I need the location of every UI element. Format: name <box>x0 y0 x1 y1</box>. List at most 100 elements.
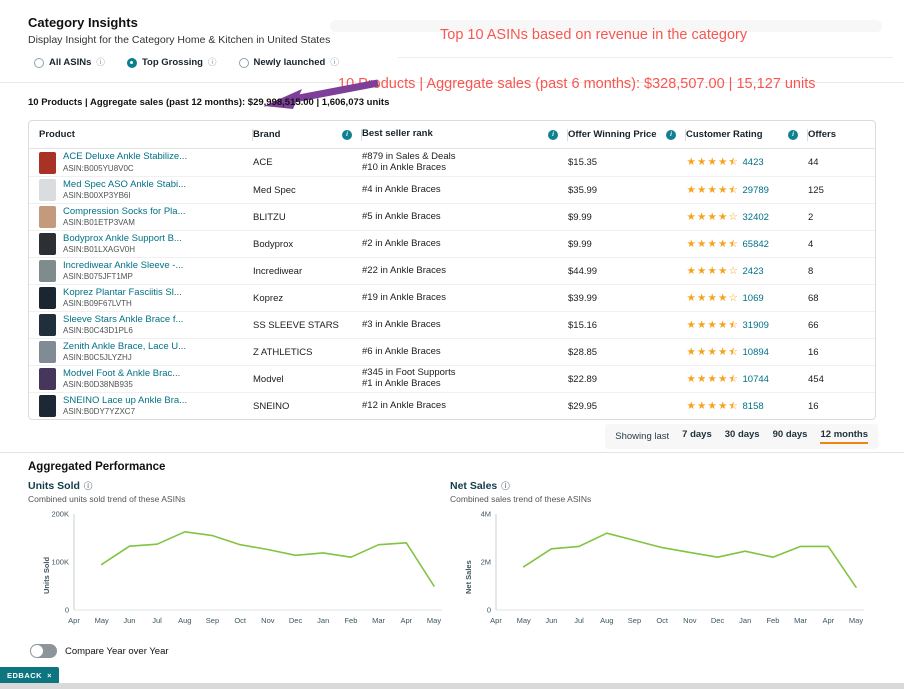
svg-text:Apr: Apr <box>822 616 834 625</box>
rating-count-link[interactable]: 32402 <box>742 211 769 223</box>
close-icon[interactable]: × <box>47 671 52 680</box>
table-row[interactable]: Sleeve Stars Ankle Brace f... ASIN:B0C43D… <box>29 311 875 338</box>
info-icon[interactable]: i <box>666 129 676 140</box>
offers-cell: 16 <box>808 346 819 358</box>
table-row[interactable]: SNEINO Lace up Ankle Bra... ASIN:B0DY7YZX… <box>29 392 875 419</box>
brand-cell: Modvel <box>253 373 284 385</box>
product-cell: SNEINO Lace up Ankle Bra... ASIN:B0DY7YZX… <box>29 395 253 417</box>
table-row[interactable]: Compression Socks for Pla... ASIN:B01ETP3… <box>29 203 875 230</box>
rating-count-link[interactable]: 65842 <box>742 238 769 250</box>
time-option-30-days[interactable]: 30 days <box>724 429 760 440</box>
rank-cell: #19 in Ankle Braces <box>362 292 568 304</box>
product-cell: Sleeve Stars Ankle Brace f... ASIN:B0C43D… <box>29 314 253 336</box>
info-icon[interactable]: ⓘ <box>501 480 510 491</box>
time-option-12-months[interactable]: 12 months <box>820 429 868 444</box>
brand-cell: BLITZU <box>253 211 286 223</box>
product-cell: Koprez Plantar Fasciitis Sl... ASIN:B09F6… <box>29 287 253 309</box>
product-asin: ASIN:B075JFT1MP <box>63 272 133 282</box>
time-range-options: 7 days 30 days 90 days 12 months <box>682 429 868 444</box>
radio-icon[interactable] <box>126 57 137 68</box>
column-header-offers[interactable]: Offers <box>808 121 875 148</box>
feedback-button[interactable]: EDBACK × <box>0 667 59 684</box>
product-thumbnail <box>39 341 56 363</box>
table-row[interactable]: Med Spec ASO Ankle Stabi... ASIN:B00XP3YB… <box>29 176 875 203</box>
filter-option-newly-launched[interactable]: Newly launched ⓘ <box>238 57 339 68</box>
rank-line: #1 in Ankle Braces <box>362 378 441 389</box>
table-row[interactable]: Zenith Ankle Brace, Lace U... ASIN:B0C5JL… <box>29 338 875 365</box>
product-link[interactable]: Koprez Plantar Fasciitis Sl... <box>63 287 182 298</box>
product-link[interactable]: Compression Socks for Pla... <box>63 206 186 217</box>
rating-count-link[interactable]: 29789 <box>742 184 769 196</box>
column-header-product[interactable]: Product <box>29 121 253 148</box>
radio-option-label: Top Grossing <box>141 57 203 68</box>
filter-option-all-asins[interactable]: All ASINs ⓘ <box>34 57 105 68</box>
column-header-brand[interactable]: Brand i <box>253 121 362 148</box>
rating-count-link[interactable]: 10744 <box>742 373 769 385</box>
table-row[interactable]: Incrediwear Ankle Sleeve -... ASIN:B075JF… <box>29 257 875 284</box>
rank-cell: #6 in Ankle Braces <box>362 346 568 358</box>
product-link[interactable]: Bodyprox Ankle Support B... <box>63 233 182 244</box>
product-thumbnail <box>39 206 56 228</box>
divider <box>0 82 904 83</box>
radio-icon[interactable] <box>34 57 44 68</box>
rating-count-link[interactable]: 10894 <box>742 346 769 358</box>
brand-cell: Koprez <box>253 292 284 304</box>
svg-text:Jun: Jun <box>123 616 135 625</box>
product-link[interactable]: Zenith Ankle Brace, Lace U... <box>63 341 187 352</box>
rating-cell: ★ ★ ★ ★ ☆ ★ 31909 <box>686 320 808 331</box>
product-asin: ASIN:B0C43D1PL6 <box>63 326 133 336</box>
annotation-top: Top 10 ASINs based on revenue in the cat… <box>440 27 748 43</box>
info-icon[interactable]: ⓘ <box>83 480 93 491</box>
info-icon[interactable]: ⓘ <box>330 57 339 68</box>
filter-option-top-grossing[interactable]: Top Grossing ⓘ <box>126 57 217 68</box>
svg-text:Jul: Jul <box>574 616 584 625</box>
product-link[interactable]: Incrediwear Ankle Sleeve -... <box>63 260 184 271</box>
time-option-90-days[interactable]: 90 days <box>772 429 808 440</box>
info-icon[interactable]: ⓘ <box>207 57 217 68</box>
rank-cell: #345 in Foot Supports #1 in Ankle Braces <box>362 367 568 390</box>
product-text: Koprez Plantar Fasciitis Sl... ASIN:B09F6… <box>63 288 182 308</box>
product-link[interactable]: Med Spec ASO Ankle Stabi... <box>63 179 187 190</box>
info-icon[interactable]: ⓘ <box>96 57 105 68</box>
brand-cell: Bodyprox <box>253 238 294 250</box>
star-rating-icon: ★ ★ ★ ★ ☆ <box>686 264 738 277</box>
info-icon[interactable]: i <box>548 129 558 140</box>
svg-text:Nov: Nov <box>683 616 697 625</box>
radio-icon[interactable] <box>238 57 249 68</box>
rank-line: #2 in Ankle Braces <box>362 237 441 249</box>
table-row[interactable]: Koprez Plantar Fasciitis Sl... ASIN:B09F6… <box>29 284 875 311</box>
product-thumbnail <box>39 395 56 417</box>
product-link[interactable]: SNEINO Lace up Ankle Bra... <box>63 395 188 406</box>
product-asin: ASIN:B005YU8V0C <box>63 163 134 173</box>
info-icon[interactable]: i <box>342 129 352 140</box>
rating-count-link[interactable]: 8158 <box>742 400 764 412</box>
rating-count-link[interactable]: 4423 <box>742 157 764 168</box>
rating-count-link[interactable]: 31909 <box>742 319 769 331</box>
star-rating-icon: ★ ★ ★ ★ ☆ <box>686 291 738 304</box>
price-cell: $44.99 <box>568 265 598 277</box>
price-cell: $15.35 <box>568 157 598 168</box>
product-link[interactable]: ACE Deluxe Ankle Stabilize... <box>63 152 188 163</box>
rating-count-link[interactable]: 1069 <box>742 292 764 304</box>
rating-count-link[interactable]: 2423 <box>742 265 764 277</box>
table-row[interactable]: Modvel Foot & Ankle Brac... ASIN:B0D38NB9… <box>29 365 875 392</box>
chart-title: Net Sales ⓘ <box>450 480 872 492</box>
product-asin: ASIN:B01ETP3VAM <box>63 218 135 228</box>
product-asin: ASIN:B0D38NB935 <box>63 380 133 390</box>
price-cell: $39.99 <box>568 292 598 304</box>
table-row[interactable]: Bodyprox Ankle Support B... ASIN:B01LXAGV… <box>29 230 875 257</box>
column-header-offer-winning-price[interactable]: Offer Winning Price i <box>568 121 686 148</box>
info-icon[interactable]: i <box>788 129 798 140</box>
product-link[interactable]: Modvel Foot & Ankle Brac... <box>63 368 181 379</box>
column-header-best-seller-rank[interactable]: Best seller rank i <box>362 121 568 148</box>
product-link[interactable]: Sleeve Stars Ankle Brace f... <box>63 314 184 325</box>
column-header-customer-rating[interactable]: Customer Rating i <box>686 121 808 148</box>
line-chart-svg: 0 2M 4M Apr May Jun Jul Aug Sep Oct Nov Dec Jan Feb Ma… <box>481 510 864 625</box>
product-text: Sleeve Stars Ankle Brace f... ASIN:B0C43D… <box>63 315 183 335</box>
product-cell: Zenith Ankle Brace, Lace U... ASIN:B0C5JL… <box>29 341 253 363</box>
time-option-7-days[interactable]: 7 days <box>682 429 712 440</box>
compare-yoy-toggle[interactable] <box>30 644 57 658</box>
table-row[interactable]: ACE Deluxe Ankle Stabilize... ASIN:B005YU… <box>29 149 875 176</box>
svg-text:2M: 2M <box>481 558 491 567</box>
product-cell: Med Spec ASO Ankle Stabi... ASIN:B00XP3YB… <box>29 179 253 201</box>
